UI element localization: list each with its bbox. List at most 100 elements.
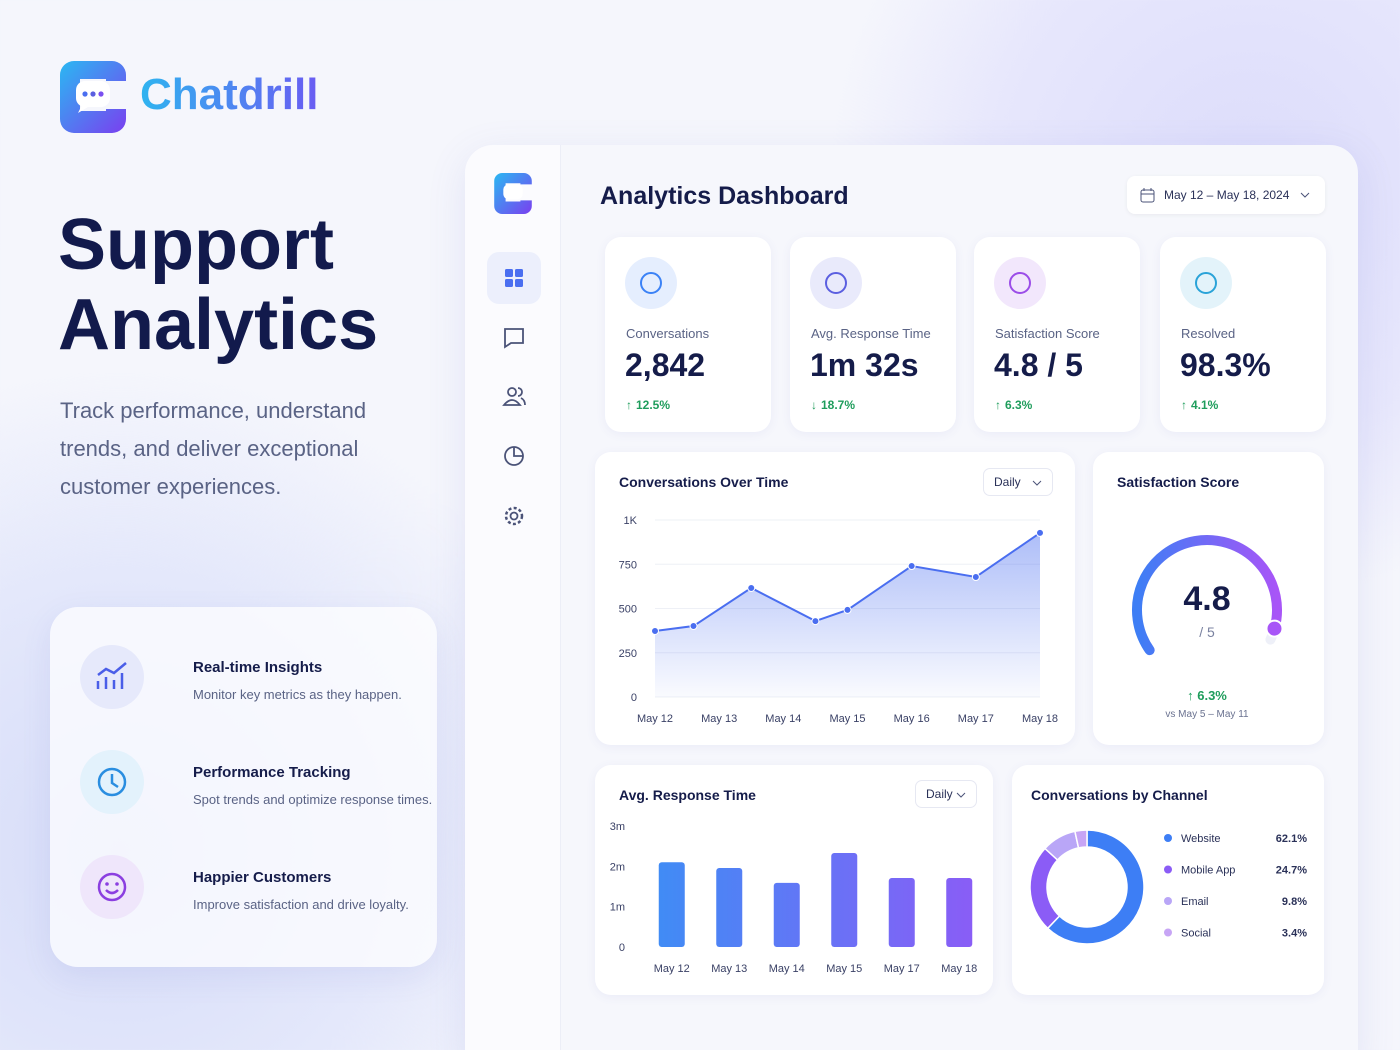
donut-segment (1046, 829, 1145, 945)
x-tick-label: May 15 (829, 713, 865, 725)
kpi-label: Avg. Response Time (811, 326, 931, 341)
feature-text: Spot trends and optimize response times. (193, 792, 433, 807)
x-tick-label: May 17 (884, 963, 920, 975)
legend-label: Mobile App (1181, 865, 1235, 877)
line-chart: 0 250 500 750 1K May 12 May 13 May 14 May 15 May … (619, 515, 1058, 725)
y-tick-label: 1m (610, 902, 625, 914)
y-tick-label: 3m (610, 821, 625, 833)
bar-card: Avg. Response Time Daily 0 1m 2m 3m May 12 Ma… (595, 765, 993, 995)
gauge-value: 4.8 (1183, 580, 1230, 618)
brand-name: Chatdrill (140, 70, 319, 119)
legend-value: 24.7% (1276, 865, 1307, 877)
legend-dot (1164, 897, 1172, 905)
point (1036, 528, 1044, 537)
kpi-icon (994, 257, 1046, 309)
kpi-value: 1m 32s (810, 347, 919, 383)
donut-chart: Website 62.1% Mobile App 24.7% Email 9.8% Soci… (1029, 829, 1307, 945)
nav-users[interactable] (487, 371, 541, 423)
nav-reports[interactable] (487, 430, 541, 482)
nav-conversations[interactable] (487, 312, 541, 364)
kpi-change-value: 18.7% (821, 398, 856, 412)
feature-icon (80, 855, 144, 919)
donut-segment (1074, 829, 1088, 849)
bar-chart: 0 1m 2m 3m May 12 May 13 May 14 May 15 May 17 May… (610, 821, 978, 975)
chevron-path (1032, 480, 1042, 486)
kpi-card: Satisfaction Score 4.8 / 5 ↑ 6.3% (974, 237, 1140, 432)
kpi-arrow: ↑ (1181, 398, 1187, 412)
period: Daily (926, 787, 953, 801)
kpi-value: 2,842 (625, 347, 706, 383)
gauge-fill (1132, 535, 1282, 656)
kpi-change: ↑ 6.3% (995, 398, 1032, 412)
point (811, 617, 820, 626)
date-range: May 12 – May 18, 2024 (1164, 188, 1290, 202)
donut-card: Conversations by Channel Website 62.1% Mob… (1012, 765, 1324, 995)
kpi-change: ↓ 18.7% (811, 398, 855, 412)
y-tick-label: 750 (619, 559, 637, 571)
kpi-arrow: ↑ (626, 398, 632, 412)
dashboard: Analytics Dashboard May 12 – May 18, 202… (465, 145, 1358, 1050)
area (655, 532, 1040, 697)
bar (946, 878, 973, 947)
period-dropdown[interactable]: Daily (983, 468, 1053, 496)
x-tick-label: May 16 (894, 713, 930, 725)
bar (658, 862, 685, 947)
y-tick-label: 2m (610, 861, 625, 873)
feature-text: Improve satisfaction and drive loyalty. (193, 897, 409, 912)
kpi-arrow: ↑ (995, 398, 1001, 412)
hero-title-line: Analytics (58, 285, 379, 365)
feature-title: Real-time Insights (193, 659, 323, 676)
bar (888, 878, 915, 947)
sidebar (465, 145, 561, 1050)
line (654, 532, 1041, 632)
date-picker[interactable]: May 12 – May 18, 2024 (1127, 176, 1325, 214)
legend-dot (1164, 865, 1172, 874)
nav-dashboard[interactable] (487, 252, 541, 304)
arrow: ↑ (1187, 688, 1197, 703)
hero-title: Support Analytics (58, 205, 378, 365)
feature-card: Real-time Insights Monitor key metrics as… (50, 607, 437, 967)
feature-icon (80, 645, 144, 709)
point (747, 583, 756, 592)
logo-mark (60, 61, 126, 133)
gauge-max: / 5 (1199, 624, 1215, 640)
kpi-change-value: 6.3% (1005, 398, 1033, 412)
dashboard-title: Analytics Dashboard (600, 182, 849, 210)
kpi-icon (810, 257, 862, 309)
x-tick-label: May 14 (769, 963, 805, 975)
point (971, 572, 980, 581)
gauge-change: ↑ 6.3% (1187, 688, 1227, 703)
nav-settings[interactable] (487, 490, 541, 542)
chevron (956, 792, 966, 798)
x-tick-label: May 13 (701, 713, 737, 725)
kpi-icon-glyph (640, 272, 662, 294)
y-tick-label: 500 (619, 604, 637, 616)
feature-text: Monitor key metrics as they happen. (193, 687, 402, 702)
x-tick-label: May 12 (637, 713, 673, 725)
kpi-label: Conversations (626, 326, 710, 341)
x-tick-label: May 13 (711, 963, 747, 975)
kpi-change: ↑ 12.5% (626, 398, 670, 412)
legend-value: 62.1% (1276, 833, 1307, 845)
kpi-value: 98.3% (1180, 347, 1271, 383)
kpi-card: Resolved 98.3% ↑ 4.1% (1160, 237, 1326, 432)
kpi-arrow: ↓ (811, 398, 817, 412)
chevron (1300, 192, 1310, 198)
kpi-icon (1180, 257, 1232, 309)
period-dropdown[interactable]: Daily (915, 780, 977, 808)
line-card: Conversations Over Time Daily 0 250 500 750… (595, 452, 1075, 745)
period: Daily (994, 475, 1021, 489)
kpi-card: Conversations 2,842 ↑ 12.5% (605, 237, 771, 432)
x-tick-label: May 15 (826, 963, 862, 975)
donut-segment (1029, 847, 1061, 930)
x-tick-label: May 17 (958, 713, 994, 725)
gauge-knob (1265, 619, 1284, 638)
chart-title: Conversations Over Time (619, 474, 789, 490)
hero-subtitle: Track performance, understand trends, an… (60, 398, 367, 499)
x-tick-label: May 18 (1022, 713, 1058, 725)
hero-title-line: Support (58, 205, 334, 285)
gauge-card: Satisfaction Score 4.8 / 5 ↑ 6.3% vs May 5 … (1093, 452, 1324, 745)
bar (716, 867, 743, 947)
x-tick-label: May 12 (654, 963, 690, 975)
